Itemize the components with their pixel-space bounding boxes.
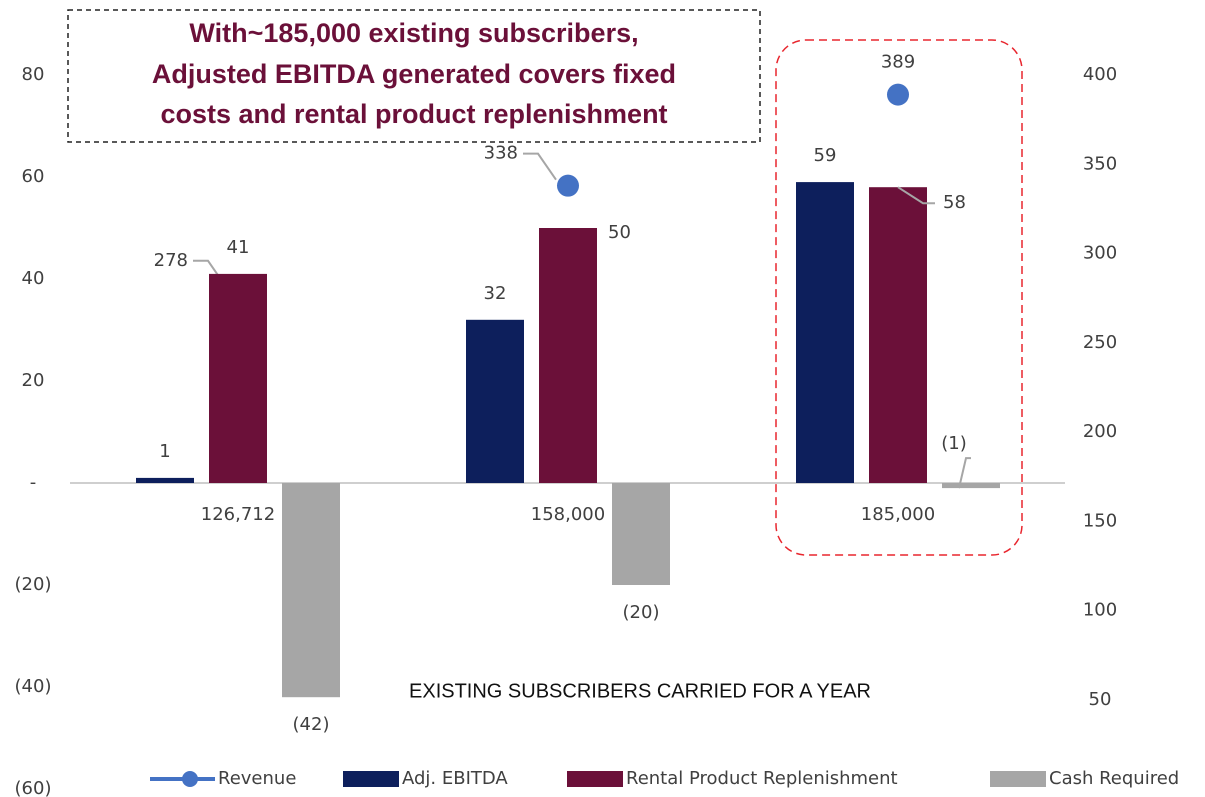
legend-label: Cash Required bbox=[1049, 768, 1179, 789]
callout-box bbox=[67, 9, 761, 143]
callout-line: Adjusted EBITDA generated covers fixed bbox=[152, 59, 676, 89]
y2-tick-label: 400 bbox=[1083, 64, 1117, 85]
y-tick-label: 60 bbox=[22, 166, 45, 187]
x-axis-label: EXISTING SUBSCRIBERS CARRIED FOR A YEAR bbox=[409, 680, 871, 702]
data-label: 32 bbox=[484, 283, 507, 304]
x-tick-label: 158,000 bbox=[531, 504, 605, 525]
y-tick-label: (40) bbox=[15, 676, 52, 697]
data-label: (42) bbox=[293, 714, 330, 735]
data-label: 338 bbox=[484, 143, 518, 164]
y-tick-label: 40 bbox=[22, 268, 45, 289]
legend-label: Revenue bbox=[218, 768, 296, 789]
data-label: 59 bbox=[814, 145, 837, 166]
y2-tick-label: 250 bbox=[1083, 332, 1117, 353]
callout-line: costs and rental product replenishment bbox=[160, 99, 667, 129]
bar bbox=[539, 228, 597, 483]
y-tick-label: 20 bbox=[22, 370, 45, 391]
highlight-box bbox=[775, 39, 1023, 556]
x-tick-label: 126,712 bbox=[201, 504, 275, 525]
y-tick-label: - bbox=[30, 472, 37, 493]
bar bbox=[796, 182, 854, 483]
revenue-dot bbox=[557, 174, 579, 197]
data-label: (1) bbox=[941, 433, 967, 454]
y2-tick-label: 100 bbox=[1083, 600, 1117, 621]
data-label: 41 bbox=[227, 237, 250, 258]
callout-line: With~185,000 existing subscribers, bbox=[189, 18, 638, 48]
data-label: 1 bbox=[159, 441, 170, 462]
leader-line bbox=[897, 186, 935, 205]
y2-tick-label: 350 bbox=[1083, 153, 1117, 174]
data-label: 58 bbox=[943, 192, 966, 213]
legend-label: Adj. EBITDA bbox=[402, 768, 508, 789]
legend-dot bbox=[182, 771, 198, 787]
bar bbox=[209, 273, 267, 483]
bar bbox=[136, 477, 194, 483]
bar bbox=[282, 483, 340, 698]
bar bbox=[869, 187, 927, 483]
data-label: 389 bbox=[881, 52, 915, 73]
bar bbox=[466, 319, 524, 483]
data-label: 278 bbox=[154, 250, 188, 271]
leader-line bbox=[958, 457, 971, 489]
legend-label: Rental Product Replenishment bbox=[626, 768, 898, 789]
legend-swatch bbox=[343, 771, 399, 787]
y-tick-label: (60) bbox=[15, 778, 52, 797]
leader-line bbox=[523, 152, 557, 181]
bar bbox=[942, 483, 1000, 489]
y2-tick-label: 150 bbox=[1083, 510, 1117, 531]
x-tick-label: 185,000 bbox=[861, 504, 935, 525]
y-tick-label: 80 bbox=[22, 64, 45, 85]
revenue-dot bbox=[887, 83, 909, 106]
legend-swatch bbox=[567, 771, 623, 787]
y2-tick-label: 50 bbox=[1089, 689, 1112, 710]
bar bbox=[612, 483, 670, 585]
data-label: 50 bbox=[608, 222, 631, 243]
y-tick-label: (20) bbox=[15, 574, 52, 595]
y2-tick-label: 200 bbox=[1083, 421, 1117, 442]
y2-tick-label: 300 bbox=[1083, 243, 1117, 264]
data-label: (20) bbox=[623, 602, 660, 623]
legend-swatch bbox=[990, 771, 1046, 787]
